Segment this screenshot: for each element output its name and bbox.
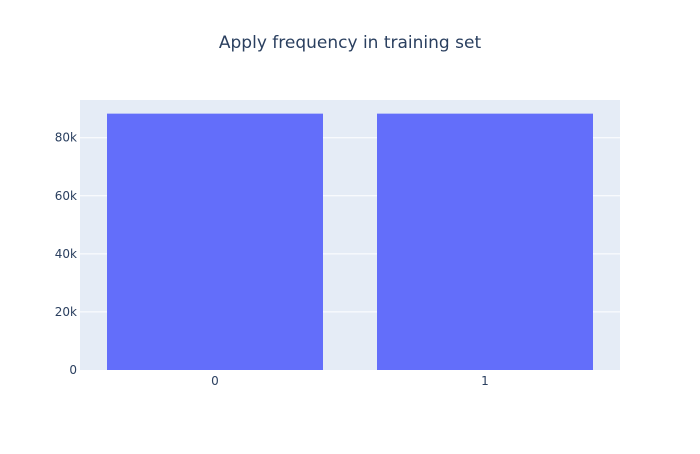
y-tick-label: 20k	[55, 305, 77, 319]
y-tick-label: 40k	[55, 247, 77, 261]
chart-title: Apply frequency in training set	[218, 33, 482, 53]
y-tick-label: 60k	[55, 189, 77, 203]
y-tick-label: 0	[69, 363, 77, 377]
x-tick-label: 0	[211, 374, 219, 388]
plot-area: 0 20k 40k 60k 80k 0 1	[55, 100, 620, 388]
bar	[377, 113, 593, 370]
y-tick-label: 80k	[55, 131, 77, 145]
x-tick-label: 1	[481, 374, 489, 388]
bar	[107, 113, 323, 370]
